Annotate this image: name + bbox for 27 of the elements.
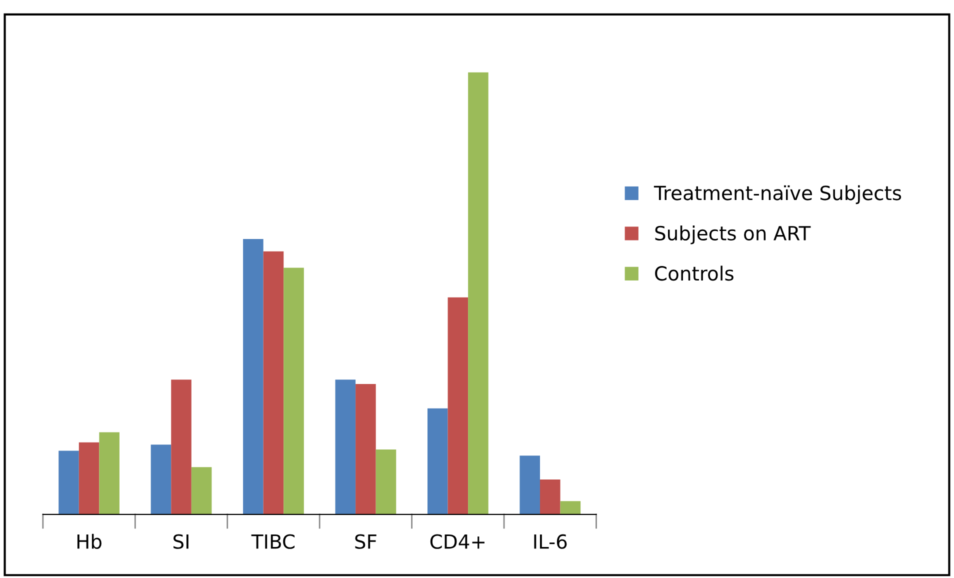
x-tick-label: SF bbox=[355, 534, 376, 549]
x-tick-label: SI bbox=[174, 534, 188, 549]
bar bbox=[427, 408, 448, 514]
bar bbox=[284, 268, 304, 514]
legend-label: Controls bbox=[655, 266, 734, 281]
bar bbox=[171, 380, 192, 514]
bar bbox=[448, 297, 468, 514]
legend-label: Treatment-naïve Subjects bbox=[654, 185, 902, 204]
bar bbox=[376, 449, 396, 514]
bar bbox=[58, 450, 79, 514]
bar bbox=[560, 501, 581, 514]
bar bbox=[540, 480, 560, 514]
bar bbox=[468, 72, 488, 514]
bar bbox=[99, 432, 120, 514]
x-tick-label: TIBC bbox=[251, 534, 295, 549]
bar bbox=[78, 442, 100, 514]
bar bbox=[520, 456, 540, 514]
bar bbox=[243, 239, 264, 514]
legend-label: Subjects on ART bbox=[655, 225, 811, 244]
bar bbox=[150, 444, 172, 514]
bar bbox=[263, 251, 284, 514]
x-tick-label: Hb bbox=[77, 534, 102, 549]
bar bbox=[335, 380, 356, 514]
bar bbox=[356, 384, 376, 514]
x-tick-label: CD4+ bbox=[430, 534, 484, 549]
bar bbox=[191, 467, 212, 514]
x-tick-label: IL-6 bbox=[534, 534, 567, 549]
